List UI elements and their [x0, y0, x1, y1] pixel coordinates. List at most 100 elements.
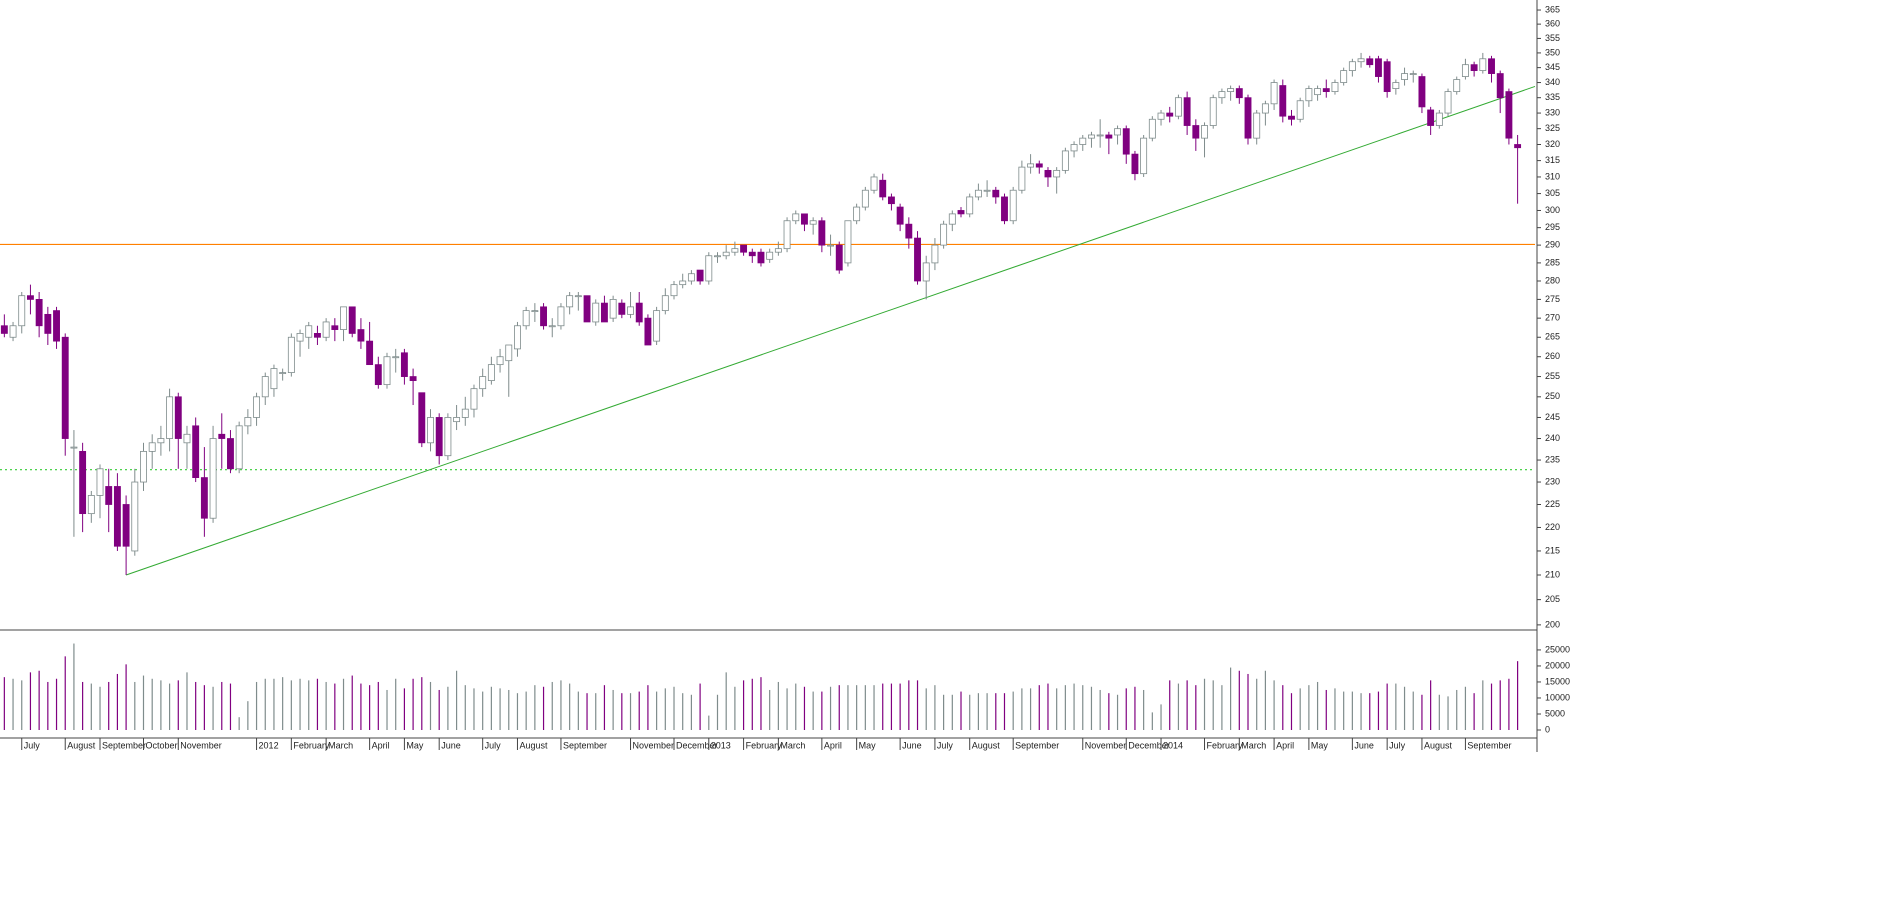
- x-tick-label: February: [293, 740, 330, 750]
- candle-body: [1314, 88, 1322, 96]
- y-tick-label: 290: [1545, 239, 1560, 249]
- candle-body: [279, 372, 287, 374]
- y-tick-label: 295: [1545, 222, 1560, 232]
- candle-body: [670, 284, 678, 297]
- candle-body: [209, 438, 217, 519]
- candle-body: [957, 210, 965, 215]
- candle-body: [444, 417, 452, 457]
- candle-body: [296, 333, 304, 342]
- x-tick-label: May: [1311, 740, 1329, 750]
- candle-body: [435, 417, 443, 457]
- x-tick-label: July: [1389, 740, 1406, 750]
- candle-body: [496, 356, 504, 366]
- candle-body: [287, 336, 295, 373]
- candle-body: [235, 425, 243, 470]
- candle-body: [983, 189, 991, 192]
- candle-body: [879, 179, 887, 198]
- candle-body: [896, 206, 904, 225]
- candle-body: [1270, 82, 1278, 105]
- candle-body: [1496, 73, 1504, 99]
- candle-body: [0, 325, 8, 334]
- y-tick-label: 265: [1545, 332, 1560, 342]
- candle-body: [227, 438, 234, 470]
- y-tick-label: 210: [1545, 569, 1560, 579]
- candle-body: [218, 433, 226, 439]
- candle-body: [1244, 97, 1252, 139]
- x-tick-label: March: [1241, 740, 1266, 750]
- candle-body: [914, 237, 921, 282]
- candle-body: [757, 251, 765, 264]
- y-tick-label: 355: [1545, 33, 1560, 43]
- candle-body: [1305, 88, 1313, 102]
- y-tick-label: 345: [1545, 62, 1560, 72]
- candle-body: [157, 438, 165, 444]
- candle-body: [592, 302, 600, 323]
- candle-body: [505, 344, 513, 362]
- candle-body: [783, 220, 791, 250]
- x-tick-label: July: [24, 740, 41, 750]
- candle-body: [653, 310, 661, 342]
- candle-body: [531, 310, 539, 313]
- x-tick-label: August: [519, 740, 548, 750]
- candle-body: [966, 196, 974, 215]
- y-tick-label: 275: [1545, 294, 1560, 304]
- candle-body: [1131, 153, 1139, 175]
- x-tick-label: July: [485, 740, 502, 750]
- candle-body: [340, 306, 347, 330]
- candle-body: [1079, 137, 1087, 145]
- candle-body: [140, 450, 147, 483]
- candle-body: [70, 446, 78, 449]
- candle-body: [470, 388, 478, 410]
- candle-body: [392, 356, 400, 359]
- y-tick-label: 225: [1545, 499, 1560, 509]
- candle-body: [1053, 169, 1061, 178]
- candle-body: [1044, 169, 1052, 178]
- x-tick-label: September: [563, 740, 607, 750]
- candle-body: [748, 251, 756, 257]
- y-tick-label: 335: [1545, 92, 1560, 102]
- candle-body: [853, 206, 861, 222]
- candle-body: [166, 396, 174, 439]
- x-tick-label: September: [1467, 740, 1511, 750]
- candle-body: [61, 336, 69, 439]
- x-tick-label: 2012: [259, 740, 279, 750]
- y-tick-label: 255: [1545, 371, 1560, 381]
- candle-body: [557, 306, 565, 327]
- candle-body: [131, 481, 139, 552]
- candle-body: [1001, 196, 1008, 222]
- candle-body: [1218, 91, 1226, 99]
- candle-body: [1183, 97, 1191, 126]
- candle-body: [9, 325, 17, 338]
- candle-body: [1061, 150, 1069, 171]
- candle-body: [696, 269, 704, 282]
- x-tick-label: November: [180, 740, 222, 750]
- y-tick-label: 220: [1545, 522, 1560, 532]
- candle-body: [740, 244, 748, 253]
- candle-body: [1027, 163, 1035, 168]
- y-tick-label: 200: [1545, 619, 1560, 629]
- candle-body: [35, 299, 43, 327]
- candle-body: [148, 442, 156, 452]
- x-tick-label: December: [1128, 740, 1170, 750]
- y-tick-label: 230: [1545, 476, 1560, 486]
- y-tick-label: 305: [1545, 188, 1560, 198]
- candle-body: [1409, 73, 1417, 75]
- candle-body: [1331, 82, 1339, 93]
- candle-body: [548, 325, 556, 328]
- candle-body: [244, 417, 252, 427]
- y-tick-label: 250: [1545, 391, 1560, 401]
- y2-tick-label: 5000: [1545, 708, 1565, 718]
- candle-body: [844, 220, 852, 264]
- candle-body: [1018, 166, 1026, 191]
- candle-body: [1148, 118, 1156, 139]
- candle-body: [835, 244, 843, 271]
- y2-tick-label: 10000: [1545, 692, 1570, 702]
- candle-body: [870, 176, 878, 191]
- y2-tick-label: 20000: [1545, 660, 1570, 670]
- candle-body: [1105, 134, 1113, 139]
- candle-body: [305, 325, 313, 338]
- candle-body: [366, 340, 374, 366]
- candle-body: [774, 248, 782, 253]
- candle-body: [1296, 100, 1304, 120]
- candle-body: [609, 299, 617, 319]
